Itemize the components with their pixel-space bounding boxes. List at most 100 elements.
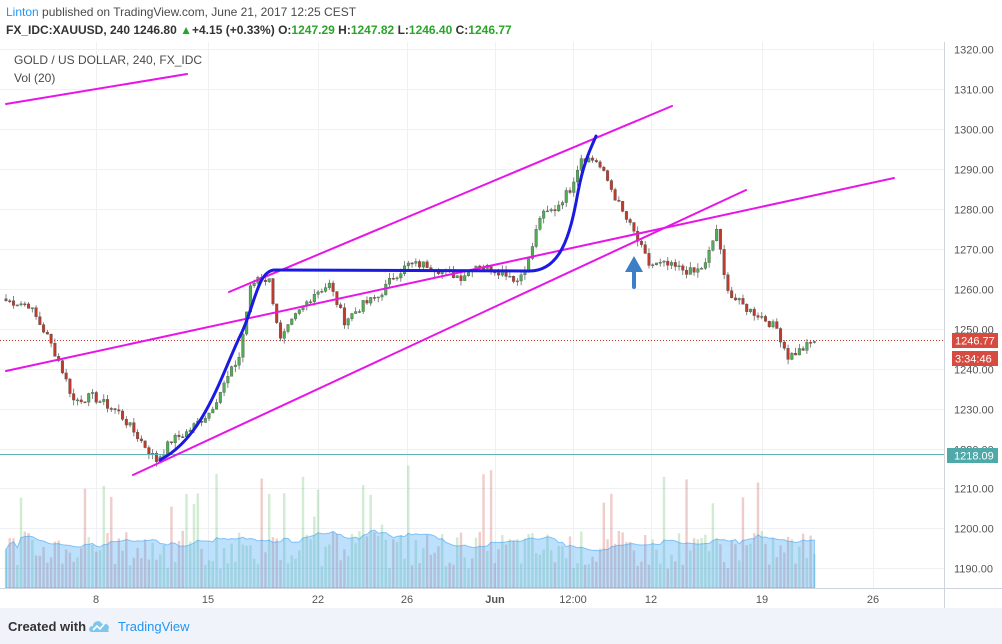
volume-bar <box>681 564 684 588</box>
candle-body <box>218 392 222 403</box>
volume-bar <box>362 485 365 588</box>
tradingview-link[interactable]: TradingView <box>118 619 190 634</box>
volume-bar <box>726 568 730 588</box>
candle-body <box>639 240 643 245</box>
volume-bar <box>482 474 485 588</box>
volume-bar <box>27 533 30 588</box>
volume-bar <box>237 532 241 588</box>
channel-lower-line[interactable] <box>132 189 747 476</box>
trendline-top-left[interactable] <box>5 73 188 105</box>
candle-body <box>703 262 707 269</box>
candle-body <box>267 278 271 282</box>
volume-bar <box>283 493 286 588</box>
volume-bar <box>647 564 651 588</box>
candle-body <box>4 298 8 301</box>
candle-body <box>252 282 256 286</box>
candle-body <box>497 272 501 276</box>
volume-bar <box>388 568 391 588</box>
countdown-tag-text: 3:34:46 <box>955 354 992 366</box>
volume-bar <box>57 540 60 588</box>
up-triangle-icon: ▲ <box>180 23 192 37</box>
volume-bar <box>707 551 711 588</box>
candle-body <box>376 296 380 299</box>
volume-bar <box>516 539 519 588</box>
volume-bar <box>407 465 410 588</box>
last-price: 1246.80 <box>133 23 177 37</box>
volume-bar <box>12 538 15 588</box>
candle-body <box>594 160 598 163</box>
price-tick-label: 1240.00 <box>954 365 994 377</box>
candle-body <box>745 304 749 312</box>
author-link[interactable]: Linton <box>6 5 39 19</box>
price-tick-label: 1270.00 <box>954 245 994 257</box>
trendline-long[interactable] <box>5 177 895 372</box>
volume-bar <box>467 568 470 588</box>
volume-bar <box>542 549 545 588</box>
candle-body <box>534 229 538 247</box>
candle-body <box>391 278 395 280</box>
volume-bar <box>598 548 602 588</box>
candle-body <box>121 410 125 420</box>
candle-body <box>169 441 173 444</box>
volume-bar <box>68 552 72 588</box>
volume-bar <box>38 555 42 588</box>
volume-bar <box>580 531 583 588</box>
price-tag-text: 1246.77 <box>955 336 995 348</box>
candle-body <box>90 392 94 394</box>
volume-bar <box>429 554 433 588</box>
volume-bar <box>606 539 609 588</box>
candle-body <box>421 261 425 268</box>
candle-body <box>102 399 106 402</box>
volume-bar <box>215 473 218 588</box>
chart-area[interactable]: 1190.001200.001210.001220.001230.001240.… <box>0 42 1002 608</box>
volume-bar <box>140 558 143 588</box>
volume-bar <box>670 554 673 588</box>
volume-bar <box>610 493 613 588</box>
volume-bar <box>185 493 188 588</box>
tradingview-cloud-icon[interactable] <box>88 617 112 635</box>
candle-body <box>297 309 301 314</box>
candle-body <box>38 316 42 325</box>
candle-body <box>512 276 516 282</box>
time-tick-label: 22 <box>312 594 324 606</box>
volume-bar <box>377 536 380 588</box>
candle-body <box>801 348 805 351</box>
channel-upper-line[interactable] <box>228 105 673 293</box>
volume-bar <box>392 539 395 588</box>
candle-body <box>410 262 414 265</box>
volume-bar <box>734 544 737 588</box>
volume-bar <box>313 516 316 588</box>
volume-bar <box>565 558 568 588</box>
time-tick-label: 8 <box>93 594 99 606</box>
volume-bar <box>662 476 666 588</box>
footer: Created with TradingView <box>0 608 1002 644</box>
candle-body <box>106 399 110 409</box>
volume-bar <box>768 564 771 588</box>
volume-bar <box>523 538 527 588</box>
hand-drawn-path[interactable] <box>158 134 598 462</box>
candle-body <box>83 401 87 404</box>
volume-bar <box>613 543 617 588</box>
candle-body <box>369 297 373 304</box>
volume-bar <box>95 551 98 588</box>
volume-bar <box>354 543 357 588</box>
volume-bar <box>260 478 263 588</box>
volume-bar <box>550 550 553 588</box>
price-tick-label: 1290.00 <box>954 165 994 177</box>
candle-body <box>278 322 282 339</box>
price-tick-label: 1280.00 <box>954 205 994 217</box>
volume-bar <box>576 563 579 588</box>
volume-bar <box>666 568 669 588</box>
volume-bar <box>380 524 384 588</box>
candle-body <box>696 268 700 273</box>
volume-bar <box>143 539 147 588</box>
volume-bar <box>448 562 451 588</box>
volume-bar <box>685 479 688 588</box>
volume-bar <box>786 536 790 588</box>
candle-body <box>767 321 771 328</box>
candle-body <box>515 280 519 283</box>
price-axis: 1190.001200.001210.001220.001230.001240.… <box>954 45 994 576</box>
volume-bar <box>753 533 756 588</box>
price-chart[interactable]: 1190.001200.001210.001220.001230.001240.… <box>0 42 1002 608</box>
candle-body <box>271 278 275 305</box>
